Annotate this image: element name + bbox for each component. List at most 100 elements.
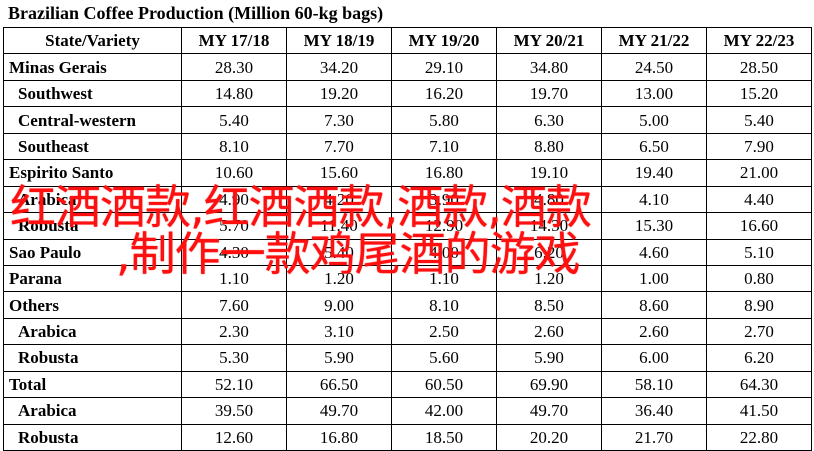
table-cell: 19.40 bbox=[601, 159, 707, 187]
header-row: State/Variety MY 17/18 MY 18/19 MY 19/20… bbox=[3, 26, 812, 55]
column-header: State/Variety bbox=[3, 26, 182, 55]
table-cell: 18.50 bbox=[391, 423, 497, 451]
table-cell: 6.20 bbox=[496, 238, 602, 266]
table-cell: 5.80 bbox=[391, 106, 497, 134]
table-cell: 16.20 bbox=[391, 79, 497, 108]
table-cell: 28.30 bbox=[181, 53, 287, 81]
table-cell: 8.80 bbox=[496, 132, 602, 161]
table-cell: 24.50 bbox=[601, 53, 707, 81]
table-cell: 5.90 bbox=[496, 344, 602, 372]
table-cell: 5.40 bbox=[706, 106, 812, 134]
table-cell: 5.00 bbox=[601, 106, 707, 134]
table-cell: 4.00 bbox=[391, 238, 497, 266]
column-header: MY 22/23 bbox=[706, 26, 812, 55]
table-row: Sao Paulo 4.30 5.40 4.00 6.20 4.60 5.10 bbox=[3, 238, 812, 266]
table-cell: 19.10 bbox=[496, 159, 602, 187]
table-cell: 4.80 bbox=[496, 185, 602, 214]
table-cell: 8.60 bbox=[601, 291, 707, 319]
table-cell: 1.10 bbox=[181, 264, 287, 293]
table-cell: 14.80 bbox=[181, 79, 287, 108]
table-cell: 8.90 bbox=[706, 291, 812, 319]
table-cell: 5.60 bbox=[391, 344, 497, 372]
table-cell: 12.90 bbox=[391, 212, 497, 240]
table-cell: 3.10 bbox=[286, 317, 392, 346]
table-row: Robusta 5.30 5.90 5.60 5.90 6.00 6.20 bbox=[3, 344, 812, 372]
row-label: Minas Gerais bbox=[3, 53, 182, 81]
table-cell: 20.20 bbox=[496, 423, 602, 451]
column-header: MY 19/20 bbox=[391, 26, 497, 55]
table-cell: 14.30 bbox=[496, 212, 602, 240]
column-header: MY 21/22 bbox=[601, 26, 707, 55]
table-cell: 5.40 bbox=[286, 238, 392, 266]
row-label: Sao Paulo bbox=[3, 238, 182, 266]
table-cell: 2.50 bbox=[391, 317, 497, 346]
table-cell: 8.10 bbox=[181, 132, 287, 161]
table-cell: 22.80 bbox=[706, 423, 812, 451]
table-cell: 49.70 bbox=[496, 397, 602, 425]
table-cell: 42.00 bbox=[391, 397, 497, 425]
table-cell: 19.20 bbox=[286, 79, 392, 108]
table-cell: 60.50 bbox=[391, 370, 497, 399]
table-cell: 11.40 bbox=[286, 212, 392, 240]
table-body: Minas Gerais 28.30 34.20 29.10 34.80 24.50 28.… bbox=[3, 53, 812, 451]
table-cell: 7.70 bbox=[286, 132, 392, 161]
table-cell: 41.50 bbox=[706, 397, 812, 425]
table-cell: 4.90 bbox=[181, 185, 287, 214]
row-label: Central-western bbox=[3, 106, 182, 134]
table-cell: 7.90 bbox=[706, 132, 812, 161]
table-cell: 6.30 bbox=[496, 106, 602, 134]
table-cell: 5.30 bbox=[181, 344, 287, 372]
table-cell: 21.70 bbox=[601, 423, 707, 451]
table-cell: 0.80 bbox=[706, 264, 812, 293]
table-cell: 7.10 bbox=[391, 132, 497, 161]
table-row: Central-western 5.40 7.30 5.80 6.30 5.00 5.40 bbox=[3, 106, 812, 134]
table-row: Robusta 5.70 11.40 12.90 14.30 15.30 16.60 bbox=[3, 212, 812, 240]
coffee-production-table: State/Variety MY 17/18 MY 18/19 MY 19/20… bbox=[3, 26, 812, 451]
table-cell: 16.60 bbox=[706, 212, 812, 240]
table-cell: 1.20 bbox=[496, 264, 602, 293]
table-cell: 5.10 bbox=[706, 238, 812, 266]
row-label: Southeast bbox=[3, 132, 182, 161]
table-cell: 2.60 bbox=[601, 317, 707, 346]
table-cell: 52.10 bbox=[181, 370, 287, 399]
row-label: Arabica bbox=[3, 185, 182, 214]
table-cell: 39.50 bbox=[181, 397, 287, 425]
table-cell: 21.00 bbox=[706, 159, 812, 187]
table-cell: 15.20 bbox=[706, 79, 812, 108]
table-cell: 9.00 bbox=[286, 291, 392, 319]
table-row: Others 7.60 9.00 8.10 8.50 8.60 8.90 bbox=[3, 291, 812, 319]
table-cell: 8.50 bbox=[496, 291, 602, 319]
row-label: Robusta bbox=[3, 212, 182, 240]
table-cell: 19.70 bbox=[496, 79, 602, 108]
column-header: MY 20/21 bbox=[496, 26, 602, 55]
table-cell: 4.30 bbox=[181, 238, 287, 266]
table-cell: 49.70 bbox=[286, 397, 392, 425]
row-label: Arabica bbox=[3, 317, 182, 346]
row-label: Southwest bbox=[3, 79, 182, 108]
table-cell: 64.30 bbox=[706, 370, 812, 399]
table-cell: 1.00 bbox=[601, 264, 707, 293]
column-header: MY 17/18 bbox=[181, 26, 287, 55]
table-cell: 58.10 bbox=[601, 370, 707, 399]
table-cell: 6.50 bbox=[601, 132, 707, 161]
table-cell: 3.90 bbox=[391, 185, 497, 214]
table-cell: 6.00 bbox=[601, 344, 707, 372]
table-cell: 15.60 bbox=[286, 159, 392, 187]
table-cell: 69.90 bbox=[496, 370, 602, 399]
table-cell: 7.30 bbox=[286, 106, 392, 134]
table-row: Arabica 39.50 49.70 42.00 49.70 36.40 41.50 bbox=[3, 397, 812, 425]
table-cell: 7.60 bbox=[181, 291, 287, 319]
table-cell: 4.10 bbox=[601, 185, 707, 214]
table-cell: 29.10 bbox=[391, 53, 497, 81]
table-cell: 5.40 bbox=[181, 106, 287, 134]
table-cell: 34.20 bbox=[286, 53, 392, 81]
row-label: Robusta bbox=[3, 423, 182, 451]
table-cell: 36.40 bbox=[601, 397, 707, 425]
row-label: Total bbox=[3, 370, 182, 399]
table-cell: 2.30 bbox=[181, 317, 287, 346]
table-cell: 13.00 bbox=[601, 79, 707, 108]
table-cell: 1.20 bbox=[286, 264, 392, 293]
row-label: Arabica bbox=[3, 397, 182, 425]
table-cell: 6.20 bbox=[706, 344, 812, 372]
table-row: Total 52.10 66.50 60.50 69.90 58.10 64.30 bbox=[3, 370, 812, 399]
